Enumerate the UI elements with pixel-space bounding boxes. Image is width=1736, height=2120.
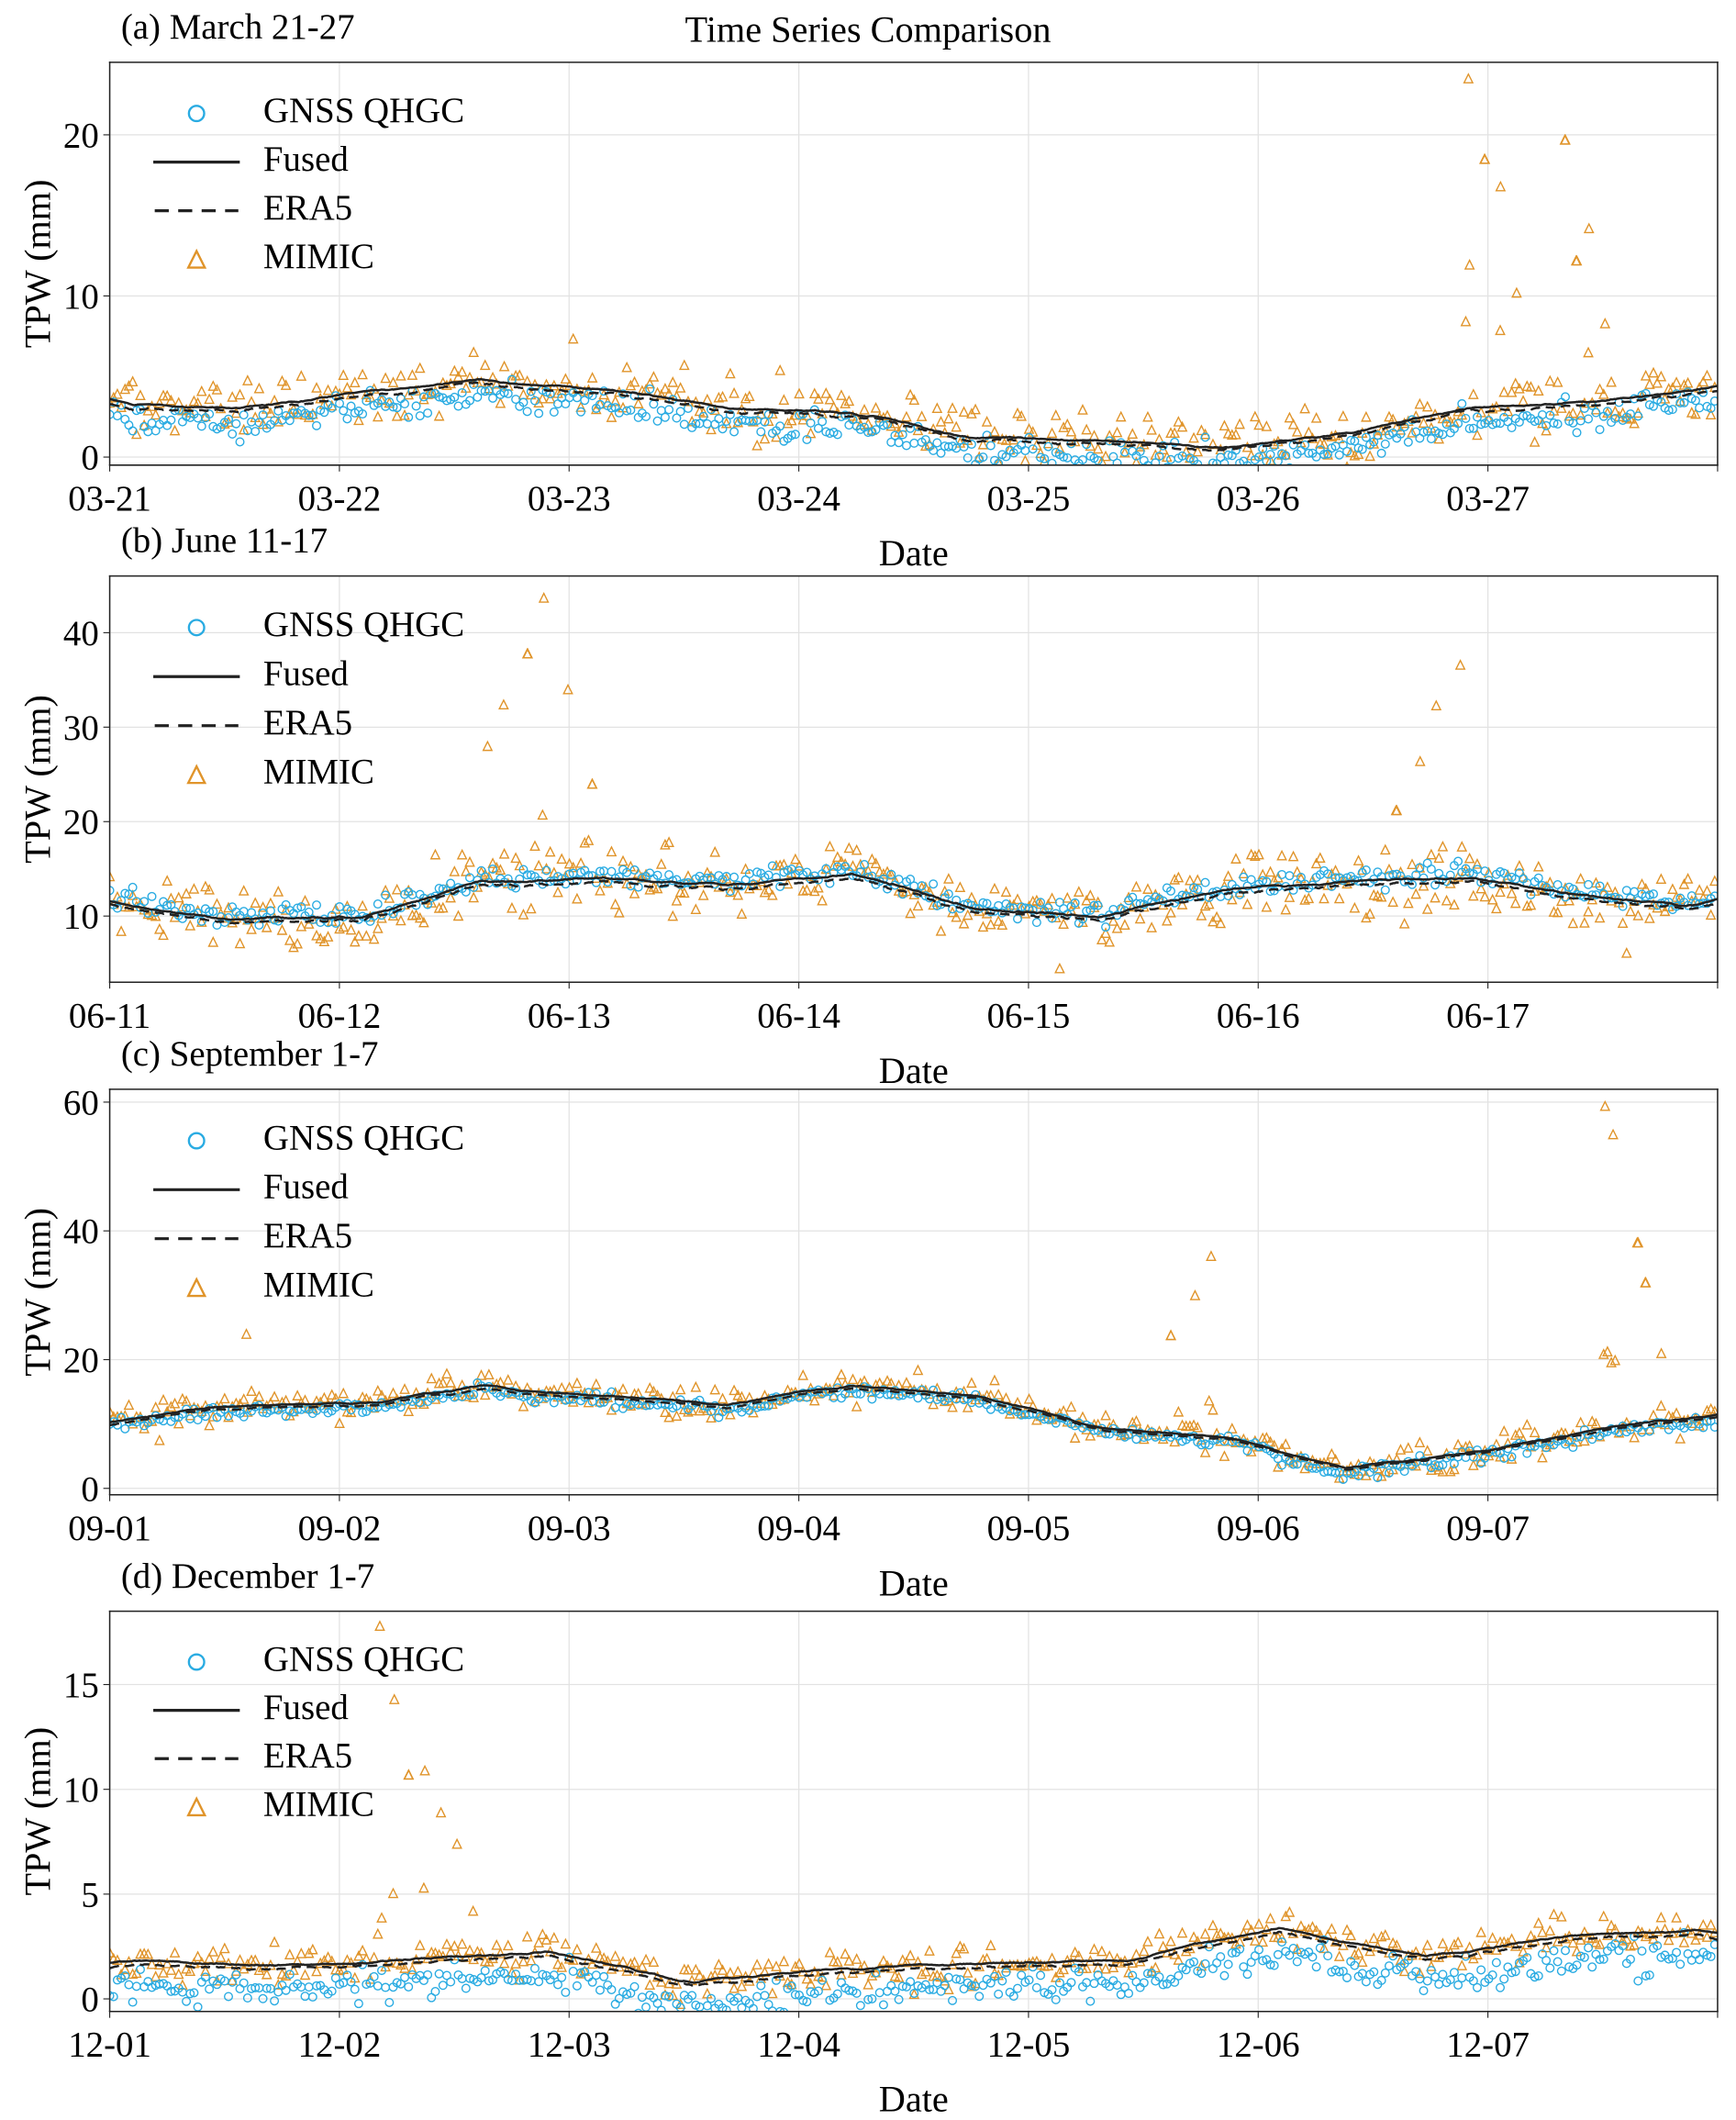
svg-text:Date: Date [879,2078,949,2119]
svg-text:03-26: 03-26 [1217,479,1300,519]
svg-text:MIMIC: MIMIC [263,1784,374,1824]
svg-text:MIMIC: MIMIC [263,237,374,276]
svg-text:15: 15 [63,1666,99,1705]
svg-text:10: 10 [63,277,99,317]
svg-text:ERA5: ERA5 [263,188,352,228]
svg-text:Fused: Fused [263,1688,349,1727]
svg-text:ERA5: ERA5 [263,703,352,742]
svg-text:0: 0 [81,1469,98,1509]
svg-text:09-01: 09-01 [68,1509,151,1548]
svg-text:40: 40 [63,614,99,653]
svg-text:20: 20 [63,1341,99,1380]
svg-text:ERA5: ERA5 [263,1216,352,1255]
svg-text:12-07: 12-07 [1446,2025,1530,2065]
svg-text:06-12: 06-12 [298,996,382,1035]
svg-text:03-22: 03-22 [298,479,382,519]
svg-text:(d) December 1-7: (d) December 1-7 [121,1557,374,1596]
svg-text:10: 10 [63,898,99,937]
svg-text:09-03: 09-03 [528,1509,611,1548]
svg-text:Date: Date [879,532,949,574]
svg-text:06-17: 06-17 [1446,996,1530,1035]
svg-text:Date: Date [879,1050,949,1091]
svg-text:Time Series Comparison: Time Series Comparison [685,8,1052,50]
svg-text:12-03: 12-03 [528,2025,611,2065]
svg-text:0: 0 [81,439,98,478]
svg-text:12-05: 12-05 [987,2025,1071,2065]
svg-text:12-02: 12-02 [298,2025,382,2065]
svg-text:06-15: 06-15 [987,996,1071,1035]
svg-text:09-02: 09-02 [298,1509,382,1548]
svg-text:GNSS QHGC: GNSS QHGC [263,1639,464,1679]
svg-text:20: 20 [63,116,99,155]
svg-text:12-06: 12-06 [1217,2025,1300,2065]
svg-text:0: 0 [81,1981,98,2020]
svg-text:03-25: 03-25 [987,479,1071,519]
svg-text:03-27: 03-27 [1446,479,1530,519]
svg-text:GNSS QHGC: GNSS QHGC [263,1118,464,1157]
svg-text:(a) March 21-27: (a) March 21-27 [121,7,355,47]
svg-text:40: 40 [63,1212,99,1252]
svg-text:Date: Date [879,1562,949,1603]
svg-text:06-16: 06-16 [1217,996,1300,1035]
svg-text:03-21: 03-21 [68,479,151,519]
svg-text:06-13: 06-13 [528,996,611,1035]
svg-text:Fused: Fused [263,139,349,179]
svg-text:MIMIC: MIMIC [263,1265,374,1304]
svg-text:09-05: 09-05 [987,1509,1071,1548]
svg-text:12-04: 12-04 [757,2025,840,2065]
svg-text:09-04: 09-04 [757,1509,840,1548]
svg-text:GNSS QHGC: GNSS QHGC [263,91,464,130]
svg-text:Fused: Fused [263,1167,349,1207]
svg-text:(b) June 11-17: (b) June 11-17 [121,521,328,561]
svg-text:TPW (mm): TPW (mm) [17,1727,59,1896]
svg-text:MIMIC: MIMIC [263,752,374,791]
svg-text:Fused: Fused [263,654,349,694]
svg-text:06-14: 06-14 [757,996,840,1035]
svg-text:03-24: 03-24 [757,479,840,519]
svg-text:06-11: 06-11 [69,996,150,1035]
svg-text:60: 60 [63,1083,99,1122]
svg-text:TPW (mm): TPW (mm) [17,695,59,864]
svg-text:20: 20 [63,803,99,842]
svg-text:(c) September 1-7: (c) September 1-7 [121,1034,379,1074]
svg-text:03-23: 03-23 [528,479,611,519]
svg-text:30: 30 [63,709,99,748]
svg-text:5: 5 [81,1875,98,1914]
svg-text:12-01: 12-01 [68,2025,151,2065]
svg-text:TPW (mm): TPW (mm) [17,1208,59,1377]
svg-text:10: 10 [63,1770,99,1810]
svg-text:ERA5: ERA5 [263,1736,352,1776]
svg-text:TPW (mm): TPW (mm) [17,179,59,348]
svg-text:09-06: 09-06 [1217,1509,1300,1548]
svg-text:GNSS QHGC: GNSS QHGC [263,605,464,644]
svg-text:09-07: 09-07 [1446,1509,1530,1548]
